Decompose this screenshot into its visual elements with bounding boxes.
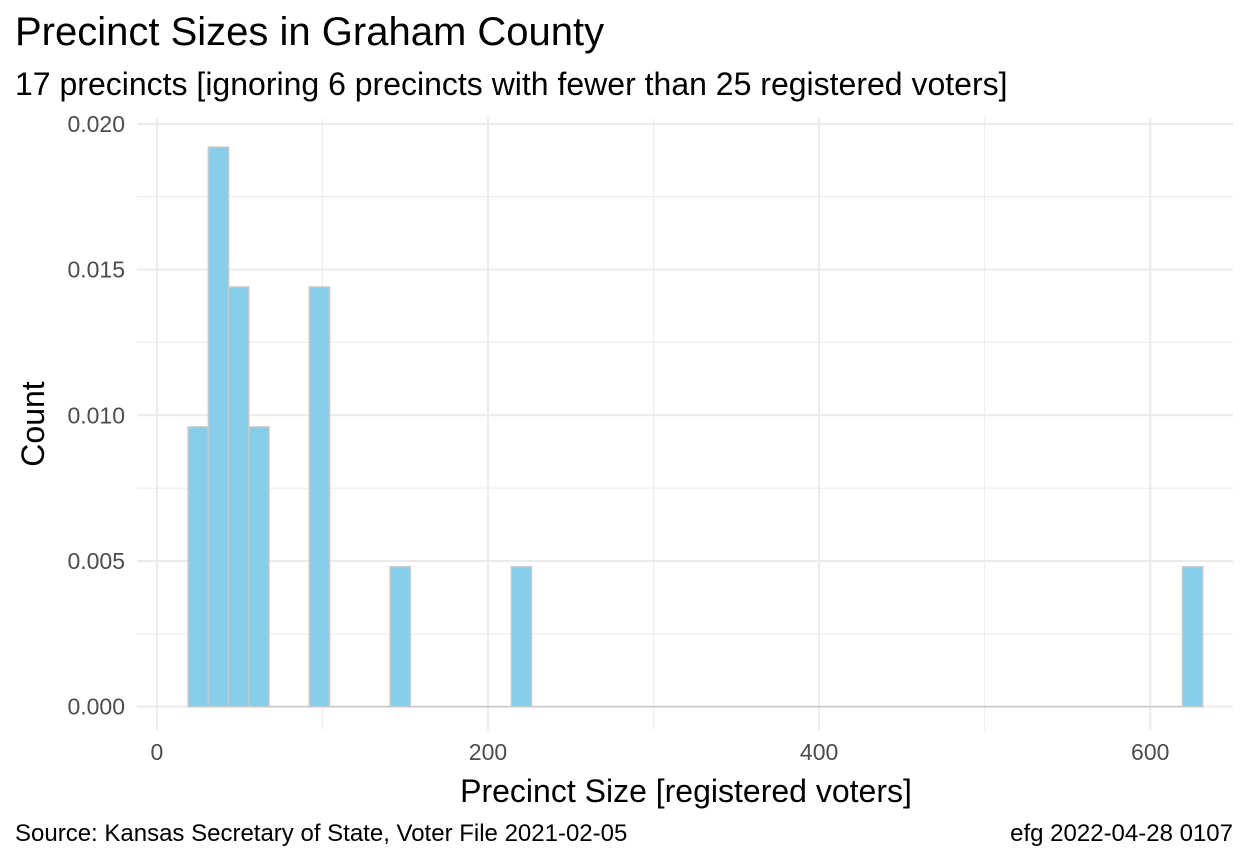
x-tick-label: 600 [1131, 739, 1169, 765]
histogram-bar [187, 426, 210, 708]
y-tick-label: 0.005 [67, 548, 125, 574]
chart-subtitle: 17 precincts [ignoring 6 precincts with … [15, 66, 1008, 102]
grid-lines [137, 118, 1233, 730]
histogram-bar [227, 286, 250, 708]
histogram-bar [1181, 566, 1204, 708]
bars [187, 146, 1204, 708]
y-tick-label: 0.015 [67, 257, 125, 283]
x-tick-label: 0 [150, 739, 163, 765]
histogram-bar [207, 146, 230, 708]
y-axis-label: Count [15, 381, 51, 467]
histogram-bar [308, 286, 331, 708]
y-axis-ticks: 0.000 0.005 0.010 0.015 0.020 [67, 111, 125, 720]
x-tick-label: 400 [800, 739, 838, 765]
x-axis-label: Precinct Size [registered voters] [460, 773, 912, 809]
histogram-bar [389, 566, 412, 708]
histogram-bar [510, 566, 533, 708]
credit-caption: efg 2022-04-28 0107 [1010, 820, 1233, 847]
histogram-bar [248, 426, 270, 708]
x-axis-ticks: 0 200 400 600 [150, 739, 1169, 765]
source-caption: Source: Kansas Secretary of State, Voter… [15, 820, 628, 847]
y-tick-label: 0.020 [67, 111, 125, 137]
y-tick-label: 0.000 [67, 694, 125, 720]
y-tick-label: 0.010 [67, 402, 125, 428]
x-tick-label: 200 [469, 739, 507, 765]
chart-title: Precinct Sizes in Graham County [15, 10, 605, 54]
